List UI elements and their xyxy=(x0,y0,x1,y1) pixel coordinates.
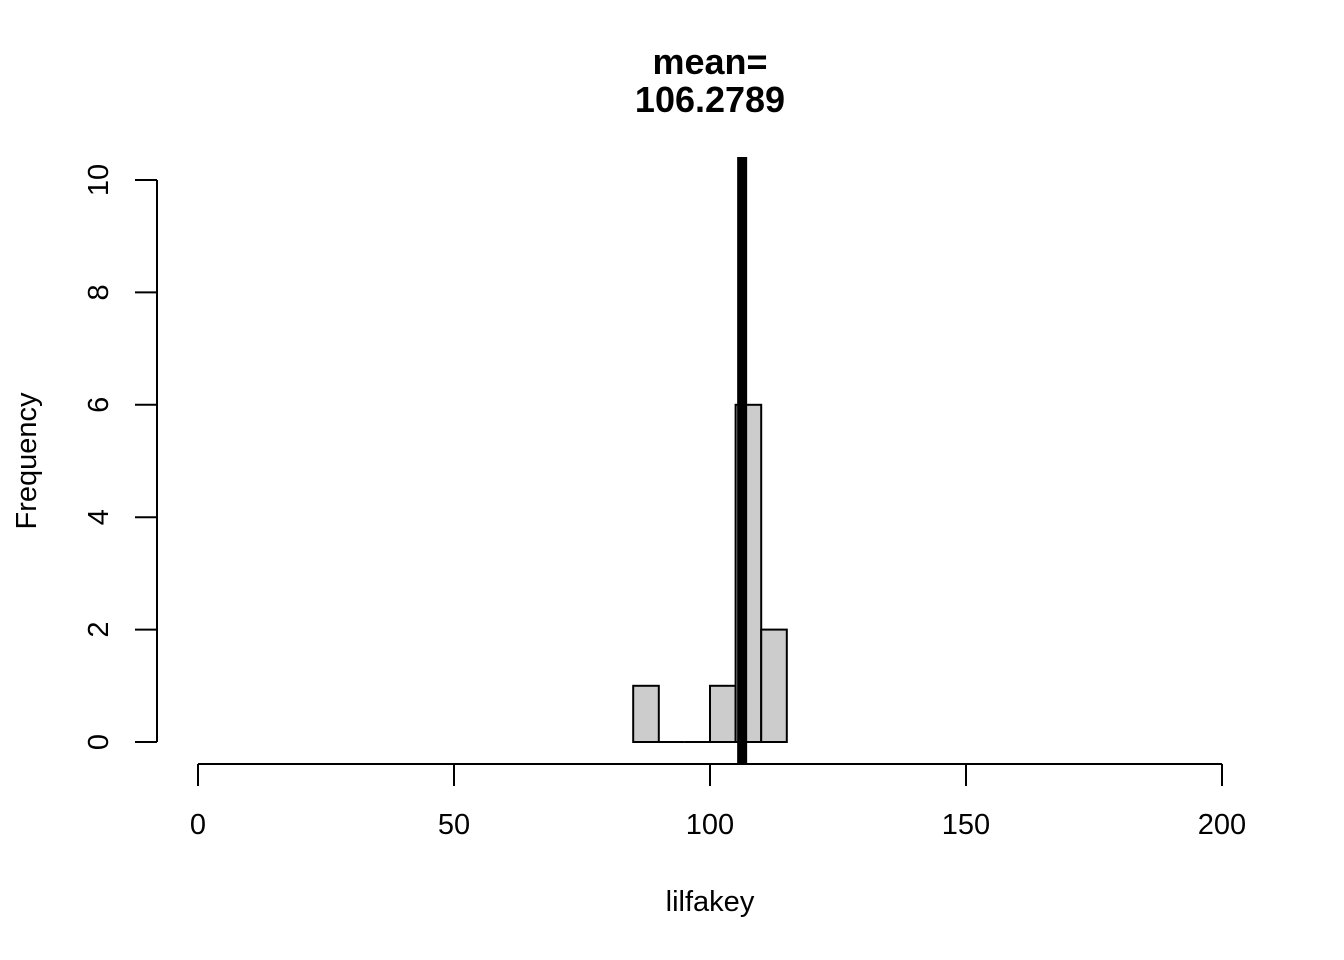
histogram-bar-0 xyxy=(632,684,660,743)
x-tick-label-1: 50 xyxy=(438,809,470,841)
y-tick-label-1: 2 xyxy=(83,622,115,638)
chart-title-line-2: 106.2789 xyxy=(635,79,785,120)
histogram-bar-3 xyxy=(709,684,737,743)
y-tick-label-3: 6 xyxy=(83,397,115,413)
x-tick-label-0: 0 xyxy=(190,809,206,841)
y-tick-label-2: 4 xyxy=(83,509,115,525)
y-axis-label: Frequency xyxy=(11,392,43,530)
y-tick-label-0: 0 xyxy=(83,734,115,750)
histogram-bars xyxy=(632,403,788,743)
x-tick-label-2: 100 xyxy=(686,809,734,841)
histogram-bar-5 xyxy=(760,628,788,743)
y-tick-label-5: 10 xyxy=(83,164,115,196)
x-tick-label-4: 200 xyxy=(1198,809,1246,841)
y-tick-label-4: 8 xyxy=(83,284,115,300)
chart-title-line-1: mean= xyxy=(652,41,767,82)
x-axis: 0 50 100 150 200 xyxy=(190,763,1246,841)
x-tick-label-3: 150 xyxy=(942,809,990,841)
x-axis-label: lilfakey xyxy=(666,886,755,918)
y-axis: 0 2 4 6 8 10 xyxy=(83,164,158,750)
